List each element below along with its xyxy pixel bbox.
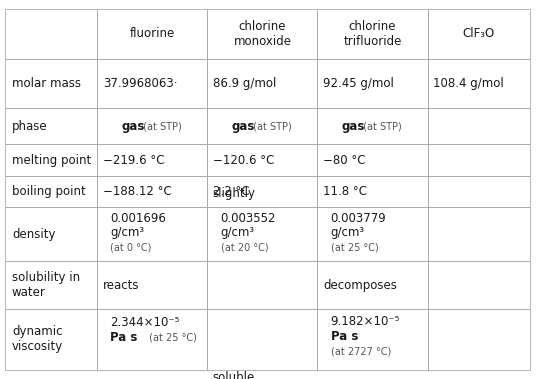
Bar [317,9,428,59]
Text: 0.003779: 0.003779 [331,213,387,226]
Bar [97,261,207,309]
Text: chlorine
trifluoride: chlorine trifluoride [343,20,402,48]
Text: reacts: reacts [103,279,139,292]
Text: (at 20 °C): (at 20 °C) [221,243,268,253]
Bar [5,59,97,108]
Text: −120.6 °C: −120.6 °C [213,153,274,167]
Bar [428,144,530,176]
Text: 2.344×10⁻⁵: 2.344×10⁻⁵ [110,316,180,329]
Text: g/cm³: g/cm³ [221,226,254,239]
Text: phase: phase [12,120,48,133]
Text: slightly: slightly [213,186,256,200]
Text: 2.2 °C: 2.2 °C [213,185,250,198]
Text: 108.4 g/mol: 108.4 g/mol [432,77,503,90]
Bar [207,108,317,144]
Bar [207,207,317,261]
Text: (at STP): (at STP) [250,121,292,131]
Bar [317,309,428,370]
Text: 86.9 g/mol: 86.9 g/mol [213,77,276,90]
Bar [428,9,530,59]
Text: (at 25 °C): (at 25 °C) [331,243,378,253]
Bar [207,59,317,108]
Bar [97,59,207,108]
Text: 92.45 g/mol: 92.45 g/mol [323,77,394,90]
Text: gas: gas [232,120,255,133]
Bar [317,144,428,176]
Bar [428,261,530,309]
Bar [5,144,97,176]
Bar [97,176,207,207]
Text: chlorine
monoxide: chlorine monoxide [233,20,292,48]
Text: 11.8 °C: 11.8 °C [323,185,367,198]
Text: melting point: melting point [12,153,91,167]
Bar [317,176,428,207]
Text: −219.6 °C: −219.6 °C [103,153,164,167]
Text: fluorine: fluorine [129,27,175,41]
Text: molar mass: molar mass [12,77,81,90]
Bar [428,59,530,108]
Bar [97,144,207,176]
Text: boiling point: boiling point [12,185,86,198]
Text: decomposes: decomposes [323,279,397,292]
Text: (at 25 °C): (at 25 °C) [146,333,197,343]
Text: 0.001696: 0.001696 [110,213,167,226]
Bar [207,9,317,59]
Text: density: density [12,228,55,241]
Bar [5,261,97,309]
Text: g/cm³: g/cm³ [110,226,145,239]
Text: ClF₃O: ClF₃O [462,27,495,41]
Text: −188.12 °C: −188.12 °C [103,185,171,198]
Text: soluble: soluble [213,371,255,379]
Bar [207,176,317,207]
Bar [5,207,97,261]
Bar [428,207,530,261]
Bar [317,207,428,261]
Bar [207,144,317,176]
Bar [97,9,207,59]
Text: gas: gas [121,120,145,133]
Bar [317,261,428,309]
Text: (at STP): (at STP) [140,121,182,131]
Bar [428,108,530,144]
Bar [97,309,207,370]
Text: g/cm³: g/cm³ [331,226,365,239]
Text: gas: gas [342,120,365,133]
Bar [5,309,97,370]
Text: 0.003552: 0.003552 [221,213,276,226]
Text: (at 0 °C): (at 0 °C) [110,243,152,253]
Bar [5,176,97,207]
Bar [317,59,428,108]
Bar [317,108,428,144]
Bar [5,9,97,59]
Text: (at 2727 °C): (at 2727 °C) [331,346,391,357]
Text: Pa s: Pa s [331,330,358,343]
Text: 9.182×10⁻⁵: 9.182×10⁻⁵ [331,315,400,328]
Text: solubility in
water: solubility in water [12,271,80,299]
Text: (at STP): (at STP) [360,121,402,131]
Bar [207,261,317,309]
Text: dynamic
viscosity: dynamic viscosity [12,326,63,353]
Text: 37.9968063·: 37.9968063· [103,77,177,90]
Text: −80 °C: −80 °C [323,153,365,167]
Bar [97,108,207,144]
Bar [97,207,207,261]
Bar [5,108,97,144]
Bar [428,176,530,207]
Text: Pa s: Pa s [110,331,138,344]
Bar [207,309,317,370]
Bar [428,309,530,370]
